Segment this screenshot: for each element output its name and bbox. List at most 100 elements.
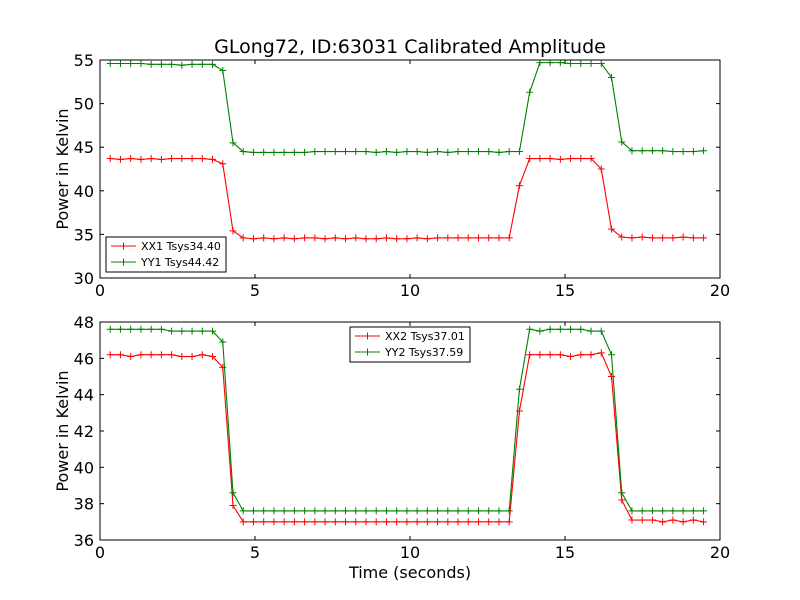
data-point (382, 507, 390, 515)
data-point (669, 148, 677, 156)
y-axis-label: Power in Kelvin (53, 108, 72, 229)
data-point (301, 148, 309, 156)
data-point (229, 139, 237, 147)
data-point (597, 327, 605, 335)
data-point (198, 155, 206, 163)
legend-marker (120, 242, 127, 250)
data-point (147, 351, 155, 359)
y-tick-label: 50 (74, 95, 94, 114)
data-point (618, 496, 626, 504)
data-point (700, 507, 708, 515)
data-point (597, 60, 605, 67)
data-point (689, 234, 697, 242)
data-point (556, 351, 564, 359)
data-point (638, 516, 646, 524)
data-point (413, 507, 421, 515)
data-point (434, 518, 442, 526)
data-point (546, 325, 554, 333)
data-point (280, 507, 288, 515)
data-point (454, 507, 462, 515)
data-point (157, 155, 165, 163)
data-point (229, 227, 237, 235)
data-point (536, 327, 544, 335)
y-axis-label: Power in Kelvin (53, 370, 72, 491)
data-point (321, 235, 329, 243)
data-point (372, 235, 380, 243)
data-point (638, 147, 646, 155)
data-point (567, 325, 575, 333)
x-tick-label: 10 (400, 543, 420, 562)
y-tick-label: 45 (74, 138, 94, 157)
data-point (475, 507, 483, 515)
data-point (106, 60, 114, 67)
data-point (249, 507, 257, 515)
data-point (536, 155, 544, 163)
data-point (249, 518, 257, 526)
data-point (382, 518, 390, 526)
data-point (608, 73, 615, 81)
data-point (239, 234, 247, 242)
legend-entry: XX1 Tsys34.40 (111, 240, 221, 253)
data-point (464, 507, 472, 515)
data-point (413, 234, 421, 242)
data-point (116, 351, 124, 359)
data-point (147, 325, 155, 333)
data-point (198, 327, 206, 335)
data-point (577, 325, 585, 333)
data-point (689, 507, 697, 515)
data-point (290, 148, 298, 156)
data-point (669, 516, 677, 524)
data-point (515, 385, 523, 393)
data-point (454, 234, 462, 242)
data-point (362, 235, 370, 243)
x-tick-label: 15 (555, 281, 575, 300)
data-point (342, 235, 350, 243)
y-tick-label: 48 (74, 313, 94, 332)
data-point (188, 327, 196, 335)
legend-marker (120, 258, 127, 266)
data-point (321, 507, 329, 515)
data-point (342, 518, 350, 526)
data-point (178, 155, 186, 163)
data-point (638, 507, 646, 515)
data-point (260, 518, 268, 526)
data-point (526, 325, 534, 333)
data-point (372, 518, 380, 526)
x-axis-label: Time (seconds) (348, 563, 471, 582)
data-point (546, 155, 554, 163)
data-point (137, 351, 145, 359)
legend-label: YY1 Tsys44.42 (140, 256, 219, 269)
data-point (628, 234, 636, 242)
data-point (137, 60, 145, 67)
data-point (290, 507, 298, 515)
data-point (648, 507, 656, 515)
legend: XX2 Tsys37.01 YY2 Tsys37.59 (349, 326, 471, 363)
data-point (587, 351, 595, 359)
data-point (464, 518, 472, 526)
data-point (260, 148, 268, 156)
data-point (648, 147, 656, 155)
data-point (608, 351, 615, 359)
data-point (188, 155, 196, 163)
data-point (168, 327, 176, 335)
data-point (260, 507, 268, 515)
data-point (485, 507, 493, 515)
data-point (157, 325, 165, 333)
data-point (495, 507, 503, 515)
data-point (198, 60, 206, 68)
bottom-panel: 0 5 10 15 20 36 38 40 42 44 46 48 Power in Kelvin Tim… (53, 313, 730, 582)
data-point (659, 518, 667, 526)
y-tick-label: 36 (74, 531, 94, 550)
data-point (198, 351, 206, 359)
data-point (679, 233, 687, 241)
data-point (423, 507, 431, 515)
data-point (403, 507, 411, 515)
data-point (321, 518, 329, 526)
legend-marker (364, 348, 371, 356)
data-point (659, 234, 667, 242)
data-point (342, 148, 350, 156)
data-point (587, 327, 595, 335)
data-point (587, 60, 595, 67)
data-point (444, 148, 452, 156)
